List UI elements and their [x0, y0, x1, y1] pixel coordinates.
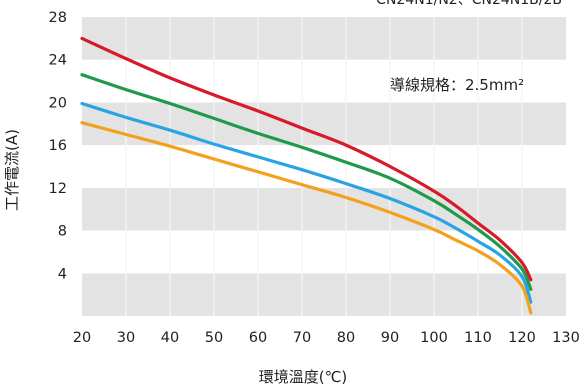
y-tick-label: 8 [58, 224, 67, 240]
y-tick-label: 24 [49, 53, 67, 69]
grid-bands [82, 17, 566, 316]
x-tick-label: 30 [117, 330, 135, 346]
grid-band [82, 273, 566, 316]
x-tick-label: 50 [205, 330, 223, 346]
x-axis-label: 環境溫度(℃) [259, 368, 348, 386]
x-tick-label: 120 [508, 330, 536, 346]
grid-band [82, 187, 566, 231]
chart-title: CN24N1/N2、CN24N1B/2B [376, 0, 562, 8]
annotation-wire-spec: 導線規格：2.5mm² [390, 76, 524, 94]
y-tick-label: 16 [49, 138, 67, 154]
x-tick-label: 110 [464, 330, 492, 346]
grid-band [82, 230, 566, 274]
y-axis-label: 工作電流(A) [3, 129, 21, 211]
x-tick-label: 90 [381, 330, 399, 346]
grid-band [82, 102, 566, 146]
series-line-3 [80, 101, 533, 304]
x-tick-label: 20 [73, 330, 91, 346]
x-tick-labels: 20 30 40 50 60 70 80 90 100 110 120 130 [73, 330, 580, 346]
y-tick-label: 28 [49, 10, 67, 26]
series-line-2 [80, 73, 533, 291]
series-lines [80, 36, 533, 315]
y-tick-label: 12 [49, 181, 67, 197]
x-tick-label: 80 [337, 330, 355, 346]
y-tick-labels: 4 8 12 16 20 24 28 [49, 10, 67, 282]
x-tick-label: 70 [293, 330, 311, 346]
series-line-1 [80, 36, 533, 282]
series-line-4 [80, 121, 533, 315]
x-tick-label: 100 [420, 330, 448, 346]
y-tick-label: 20 [49, 95, 67, 111]
x-tick-label: 40 [161, 330, 179, 346]
grid-band [82, 17, 566, 60]
grid-band [82, 59, 566, 103]
grid-band [82, 145, 566, 188]
x-tick-label: 130 [552, 330, 580, 346]
x-tick-label: 60 [249, 330, 267, 346]
y-tick-label: 4 [58, 266, 67, 282]
